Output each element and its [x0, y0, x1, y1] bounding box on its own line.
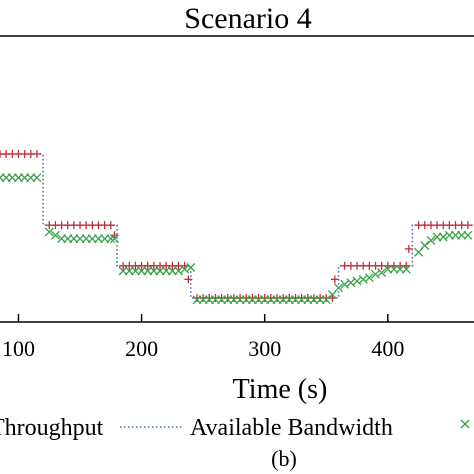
plus-point-throughput-75	[463, 221, 472, 230]
cross-point-unnamed-61	[377, 268, 387, 278]
cross-point-unnamed-57	[352, 276, 362, 286]
series-line-available-bandwidth	[0, 153, 474, 299]
cross-point-unnamed-6	[32, 173, 42, 183]
cross-point-unnamed-56	[346, 278, 356, 288]
legend: Throughput Available Bandwidth	[0, 415, 470, 441]
plus-point-throughput-17	[106, 221, 115, 230]
cross-point-unnamed-18	[110, 234, 119, 244]
x-tick-label-300: 300	[248, 336, 281, 361]
plus-point-throughput-6	[32, 150, 41, 158]
x-axis-label: Time (s)	[233, 374, 328, 405]
cross-point-unnamed-30	[186, 263, 196, 272]
cross-point-unnamed-7	[44, 227, 54, 237]
series-layer	[0, 150, 474, 305]
cross-point-unnamed-74	[463, 230, 473, 240]
figure-caption: (b)	[271, 446, 297, 471]
x-axis-ticks: 100 200 300 400	[2, 314, 404, 361]
chart-title: Scenario 4	[184, 2, 311, 35]
cross-point-unnamed-54	[334, 283, 344, 293]
cross-point-unnamed-52	[321, 295, 331, 305]
plus-point-throughput-66	[404, 244, 413, 253]
cross-point-unnamed-70	[438, 232, 448, 242]
legend-label-throughput: Throughput	[0, 415, 104, 441]
cross-point-unnamed-17	[106, 234, 116, 244]
cross-point-unnamed-8	[50, 230, 60, 240]
cross-point-unnamed-65	[401, 264, 411, 274]
legend-label-bandwidth: Available Bandwidth	[190, 415, 393, 441]
x-tick-label-400: 400	[371, 336, 404, 361]
plus-point-throughput-30	[184, 275, 193, 284]
cross-point-unnamed-68	[426, 235, 436, 245]
x-tick-label-200: 200	[125, 336, 158, 361]
plus-point-throughput-54	[330, 275, 339, 284]
cross-point-unnamed-59	[364, 273, 374, 283]
cross-point-unnamed-67	[420, 241, 430, 250]
x-tick-label-100: 100	[2, 336, 35, 361]
cross-point-unnamed-58	[358, 274, 368, 284]
legend-swatch-x-marker	[460, 419, 470, 429]
